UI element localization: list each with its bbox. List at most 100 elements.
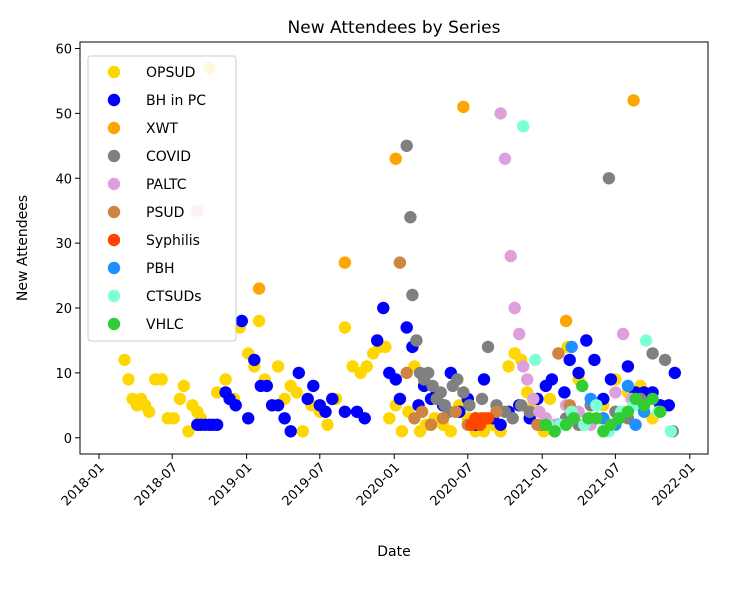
data-point [260,379,273,393]
data-point [548,425,561,438]
legend-label: BH in PC [146,93,206,109]
data-point [235,314,248,328]
data-point [278,412,291,425]
legend: OPSUD BH in PC XWT COVID PALTC PSUD Syphilis PB… [87,55,237,342]
data-point [410,334,423,347]
legend-label: PSUD [146,205,184,221]
legend-marker [107,205,121,219]
data-point [621,405,635,418]
data-point [449,405,462,418]
data-point [290,386,303,399]
data-point [307,379,320,393]
data-point [521,373,534,386]
data-point [477,373,491,386]
x-tick-label: 2018-07 [132,460,181,509]
data-point [523,405,536,418]
data-point [481,340,495,354]
data-point [664,425,677,438]
chart-title: New Attendees by Series [288,18,501,38]
data-point [494,107,507,120]
data-point [393,392,407,406]
data-point [292,366,305,380]
data-point [513,327,526,341]
data-point [590,412,603,425]
data-point [668,366,681,380]
data-point [142,405,156,418]
data-point [457,386,470,399]
y-axis-label: New Attendees [15,195,31,301]
data-point [271,399,285,412]
legend-marker [107,65,121,79]
data-point [654,405,667,418]
data-point [529,353,542,367]
data-point [629,418,642,431]
data-point [252,282,266,295]
x-tick-label: 2020-01 [354,460,403,509]
data-point [422,366,435,380]
data-point [326,392,339,406]
data-point [389,152,402,165]
data-point [301,392,314,406]
data-point [609,386,622,399]
legend-marker [107,261,121,275]
data-point [612,412,626,425]
data-point [559,314,573,328]
x-axis: 2018-01 2018-07 2019-01 2019-07 2020-01 2020-… [59,454,699,509]
data-point [248,353,261,367]
legend-label: XWT [146,121,178,137]
data-point [400,366,413,380]
data-point [219,373,232,386]
data-point [572,366,585,380]
data-point [565,340,578,354]
data-point [604,373,618,386]
data-point [229,399,242,412]
points-layer [118,61,681,438]
data-point [637,399,651,412]
data-point [502,360,515,373]
legend-marker [107,317,121,331]
y-tick-label: 50 [55,107,72,122]
x-tick-label: 2021-01 [502,460,551,509]
data-point [481,412,495,425]
legend-label: COVID [146,149,191,165]
data-point [457,100,470,114]
data-point [182,425,195,438]
data-point [444,425,457,438]
data-point [173,392,187,406]
data-point [360,360,373,373]
x-axis-label: Date [377,544,410,560]
data-point [338,405,352,418]
data-point [210,386,224,399]
data-point [371,334,384,347]
data-point [662,399,675,412]
legend-marker [107,177,121,191]
data-point [498,152,512,165]
data-point [563,353,576,367]
legend-marker [107,93,121,107]
data-point [271,360,285,373]
y-tick-label: 60 [55,42,72,57]
data-point [475,392,489,406]
x-tick-label: 2020-07 [428,460,477,509]
data-point [646,347,659,360]
data-point [177,379,191,393]
y-axis: 0 10 20 30 40 50 60 [55,42,80,447]
data-point [404,211,417,224]
data-point [621,379,635,393]
y-tick-label: 0 [64,432,72,447]
data-point [517,120,530,133]
data-point [646,392,659,406]
data-point [389,373,402,386]
legend-label: VHLC [146,317,184,333]
data-point [490,405,503,418]
data-point [504,249,517,263]
legend-marker [107,289,121,303]
data-point [122,373,135,386]
data-point [602,172,616,185]
y-tick-label: 10 [55,367,72,382]
data-point [393,256,407,269]
data-point [377,301,390,315]
x-tick-label: 2022-01 [650,460,699,509]
data-point [506,412,519,425]
data-point [451,373,464,386]
